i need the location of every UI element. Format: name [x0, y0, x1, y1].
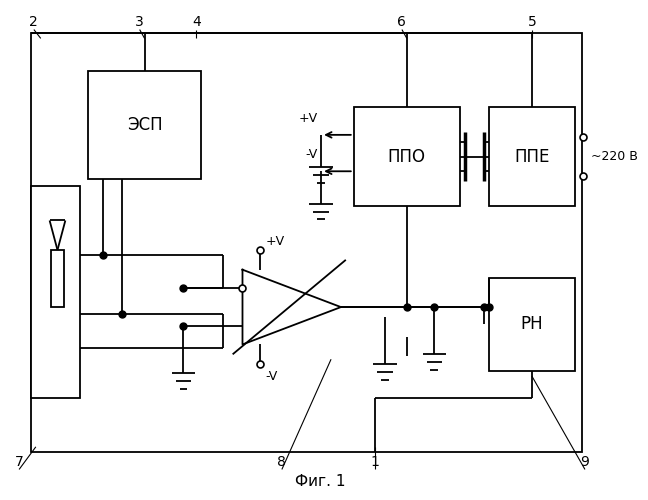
Text: 4: 4 — [192, 14, 201, 28]
Text: ППЕ: ППЕ — [514, 148, 550, 166]
Bar — [31, 34, 582, 452]
Text: 9: 9 — [581, 454, 590, 468]
Text: -V: -V — [305, 148, 318, 162]
Text: Фиг. 1: Фиг. 1 — [295, 474, 345, 489]
Bar — [489, 108, 575, 206]
Text: 6: 6 — [397, 14, 406, 28]
Text: ППО: ППО — [388, 148, 426, 166]
Bar — [354, 108, 460, 206]
Text: 1: 1 — [371, 454, 380, 468]
Text: 7: 7 — [15, 454, 23, 468]
Bar — [489, 278, 575, 371]
Text: +V: +V — [298, 112, 318, 125]
Text: РН: РН — [520, 316, 543, 334]
Text: -V: -V — [265, 370, 277, 383]
Text: 2: 2 — [30, 14, 38, 28]
Text: ЭСП: ЭСП — [127, 116, 163, 134]
Bar — [51, 250, 64, 307]
Bar — [31, 186, 80, 398]
Text: 5: 5 — [527, 14, 536, 28]
Text: +V: +V — [265, 235, 284, 248]
Text: 3: 3 — [135, 14, 144, 28]
Text: 8: 8 — [277, 454, 286, 468]
Text: ~220 В: ~220 В — [591, 150, 638, 163]
Bar — [88, 71, 201, 179]
